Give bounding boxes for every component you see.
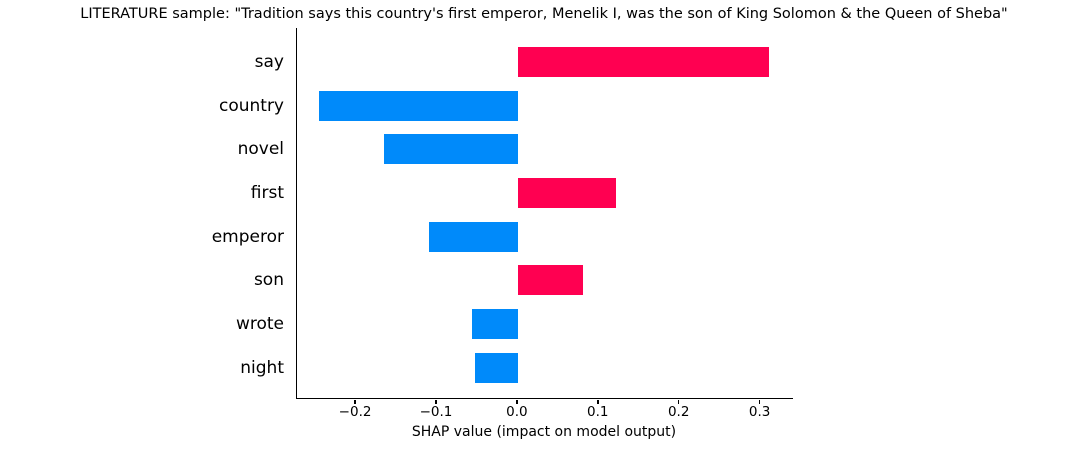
bar-country xyxy=(318,90,518,121)
x-tick-mark xyxy=(516,399,518,404)
y-tick-label-country: country xyxy=(218,95,284,116)
y-tick-label-night: night xyxy=(240,357,284,378)
x-tick-mark xyxy=(677,399,680,404)
y-tick-label-son: son xyxy=(253,270,284,291)
x-tick-label: 0.0 xyxy=(506,404,528,420)
bar-emperor xyxy=(428,221,518,252)
x-tick-label: 0.3 xyxy=(748,404,771,420)
x-tick-mark xyxy=(597,399,599,404)
x-axis-label: SHAP value (impact on model output) xyxy=(411,424,677,440)
bar-night xyxy=(475,352,518,383)
y-tick-label-say: say xyxy=(254,52,284,72)
x-tick-mark xyxy=(758,399,761,404)
y-tick-label-wrote: wrote xyxy=(235,313,284,334)
x-tick-mark xyxy=(354,399,356,404)
bar-son xyxy=(517,265,583,296)
x-tick-mark xyxy=(435,399,437,404)
y-tick-label-novel: novel xyxy=(237,139,284,160)
y-tick-label-emperor: emperor xyxy=(211,226,284,247)
x-tick-label: 0.1 xyxy=(587,404,609,420)
plot-area xyxy=(296,28,793,399)
bar-first xyxy=(517,177,616,208)
chart-title: LITERATURE sample: "Tradition says this … xyxy=(80,6,1008,22)
y-tick-label-first: first xyxy=(250,182,284,203)
x-tick-label: −0.1 xyxy=(419,404,453,420)
x-tick-label: 0.2 xyxy=(667,404,690,420)
bar-novel xyxy=(384,134,518,165)
x-tick-label: −0.2 xyxy=(338,404,372,420)
bar-wrote xyxy=(471,308,518,339)
bar-say xyxy=(517,47,769,77)
